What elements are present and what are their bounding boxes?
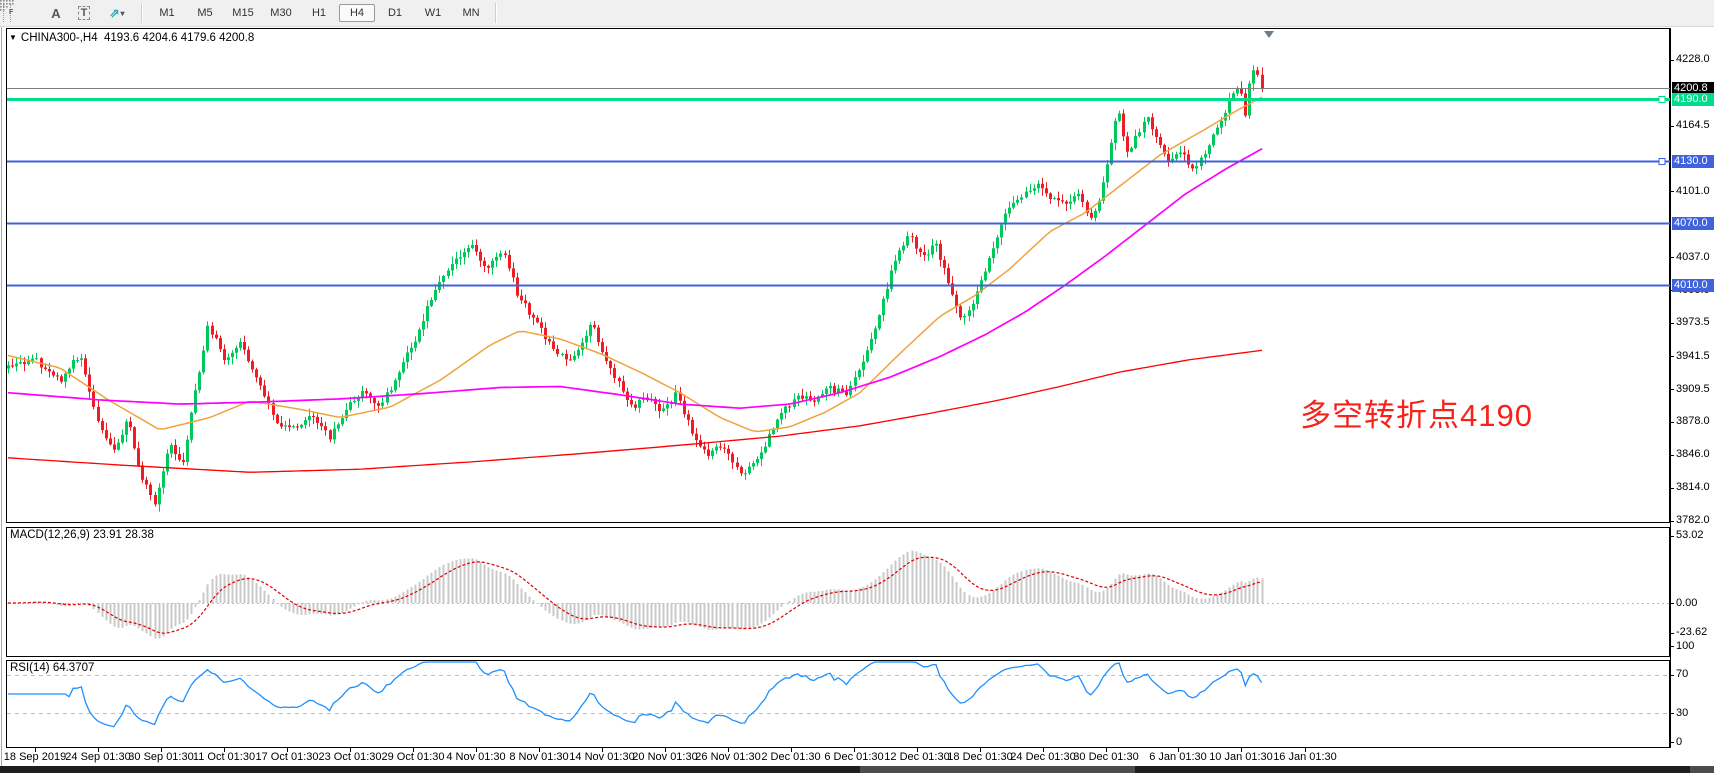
timeframe-m15[interactable]: M15 [232,7,254,19]
price-axis-label: 3814.0 [1676,481,1710,494]
symbol-dropdown-icon[interactable]: ▼ [9,33,17,42]
date-axis-label: 6 Jan 01:30 [1149,751,1207,763]
macd-signal-line [8,556,1262,634]
price-badge-4070.0: 4070.0 [1672,216,1714,230]
date-axis-label: 30 Dec 01:30 [1073,751,1139,763]
timeframe-w1[interactable]: W1 [424,7,442,19]
rsi-axis-label: 70 [1676,668,1689,681]
rsi-axis-label: 100 [1676,639,1695,652]
date-axis-label: 16 Jan 01:30 [1273,751,1337,763]
date-axis-label: 23 Oct 01:30 [318,751,382,763]
chart-ohlc-values: 4193.6 4204.6 4179.6 4200.8 [104,32,255,44]
macd-histogram [11,550,1264,639]
arrow-objects-button[interactable]: ⇗ ▾ [99,2,135,24]
rsi-line [8,661,1263,728]
price-axis-label: 4228.0 [1676,53,1710,66]
date-axis-label: 18 Sep 2019 [3,751,67,763]
timeframe-h1[interactable]: H1 [311,7,327,19]
timeframe-m5[interactable]: M5 [197,7,213,19]
toolbar-separator [141,3,143,23]
chevron-down-icon: ▾ [120,8,125,18]
macd-axis-label: 0.00 [1676,596,1698,609]
taskbar-segment[interactable] [860,766,1135,773]
timeframe-group: M1 M5 M15 M30 H1 H4 D1 W1 MN [148,4,490,22]
text-annotation[interactable]: 多空转折点4190 [1300,398,1533,433]
date-axis-label: 6 Dec 01:30 [824,751,884,763]
price-axis-label: 4101.0 [1676,184,1710,197]
date-axis-label: 17 Oct 01:30 [255,751,319,763]
price-badge-4200.8: 4200.8 [1672,81,1714,95]
timeframe-m1[interactable]: M1 [159,7,175,19]
level-handle[interactable] [1658,158,1666,165]
timeframe-m30[interactable]: M30 [270,7,292,19]
date-axis-label: 12 Dec 01:30 [884,751,950,763]
rsi-indicator-label: RSI(14) 64.3707 [10,662,95,674]
date-axis-label: 4 Nov 01:30 [446,751,506,763]
date-axis-label: 18 Dec 01:30 [947,751,1013,763]
text-label-button[interactable]: A [51,5,61,21]
level-handle[interactable] [1658,96,1666,103]
taskbar-segment[interactable] [1690,766,1714,773]
rsi-axis-label: 30 [1676,706,1689,719]
text-box-button[interactable]: T [71,2,97,24]
price-badge-4190.0: 4190.0 [1672,92,1714,106]
date-axis-label: 8 Nov 01:30 [509,751,569,763]
dotted-grid-icon: F [0,0,14,15]
toolbar: F A T ⇗ ▾ M1 M5 M15 M30 H1 H4 D1 W1 MN [0,0,1714,27]
arrows-icon: ⇗ [109,6,120,20]
taskbar [0,766,1714,773]
macd-axis-label: 53.02 [1676,529,1704,542]
price-axis-label: 3846.0 [1676,448,1710,461]
date-axis-label: 14 Nov 01:30 [569,751,635,763]
date-axis-label: 10 Jan 01:30 [1209,751,1273,763]
price-badge-4010.0: 4010.0 [1672,278,1714,292]
price-axis-label: 4037.0 [1676,250,1710,263]
candlesticks [7,65,1264,512]
date-axis-label: 26 Nov 01:30 [695,751,761,763]
price-axis-label: 3941.5 [1676,349,1710,362]
price-axis-label: 4164.5 [1676,119,1710,132]
chart-title: ▼ CHINA300-,H4 4193.6 4204.6 4179.6 4200.… [9,32,254,44]
toolbar-separator [495,3,497,23]
timeframe-mn[interactable]: MN [462,7,480,19]
price-axis-label: 3878.0 [1676,415,1710,428]
grid-properties-icon[interactable]: F [0,0,41,24]
chart-symbol-period: CHINA300-,H4 [20,32,98,44]
price-axis-label: 3782.0 [1676,514,1710,527]
date-axis-label: 24 Dec 01:30 [1010,751,1076,763]
date-axis-label: 20 Nov 01:30 [632,751,698,763]
rsi-axis-label: 0 [1676,735,1683,748]
date-axis-label: 29 Oct 01:30 [381,751,445,763]
date-axis-label: 24 Sep 01:30 [65,751,131,763]
timeframe-h4[interactable]: H4 [339,4,375,22]
date-axis-label: 2 Dec 01:30 [761,751,821,763]
date-axis-label: 11 Oct 01:30 [192,751,256,763]
text-box-icon: T [77,6,91,20]
date-axis-label: 30 Sep 01:30 [128,751,194,763]
chart-shift-marker[interactable] [1264,31,1274,38]
price-axis-label: 3909.5 [1676,382,1710,395]
timeframe-d1[interactable]: D1 [387,7,403,19]
svg-text:F: F [9,9,14,15]
macd-indicator-label: MACD(12,26,9) 23.91 28.38 [10,529,154,541]
toolbar-grip[interactable] [3,4,11,22]
window-left-edge [1,27,2,766]
price-badge-4130.0: 4130.0 [1672,154,1714,168]
price-axis-label: 3973.5 [1676,316,1710,329]
macd-axis-label: -23.62 [1676,626,1708,639]
